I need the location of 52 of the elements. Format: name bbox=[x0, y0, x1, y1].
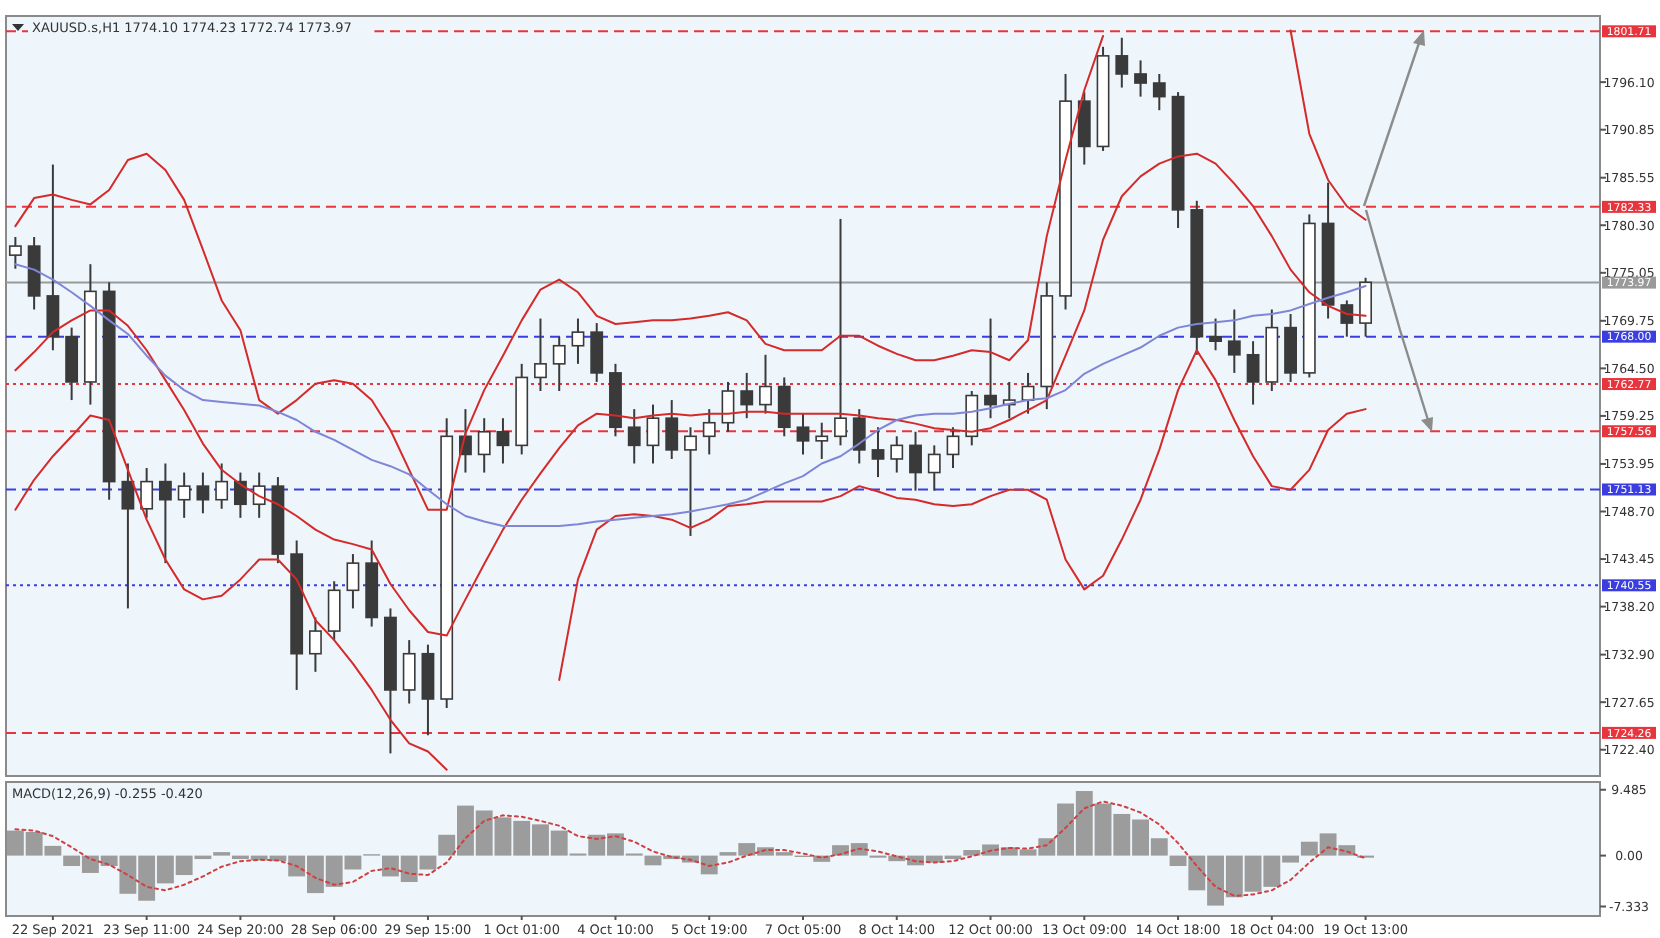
candlestick bbox=[1359, 276, 1373, 338]
candlestick bbox=[327, 580, 341, 642]
candlestick bbox=[177, 471, 191, 519]
candlestick bbox=[196, 471, 210, 515]
candlestick bbox=[984, 317, 997, 420]
candlestick bbox=[496, 417, 510, 465]
candlestick bbox=[1209, 317, 1222, 352]
candlestick bbox=[852, 408, 866, 465]
candlestick bbox=[421, 643, 435, 737]
candlestick bbox=[1284, 313, 1297, 383]
candlestick bbox=[759, 353, 772, 415]
candlestick bbox=[1134, 59, 1147, 98]
candlestick bbox=[477, 417, 491, 474]
candlestick bbox=[1152, 72, 1166, 112]
candlestick bbox=[927, 444, 941, 492]
candlestick bbox=[777, 376, 791, 438]
candlestick bbox=[665, 399, 679, 460]
candlestick bbox=[834, 217, 847, 447]
candlestick bbox=[1115, 36, 1129, 89]
candlestick bbox=[65, 326, 79, 402]
candlestick bbox=[402, 639, 416, 705]
candlestick bbox=[740, 371, 754, 420]
line-series bbox=[14, 800, 1367, 897]
candlestick bbox=[627, 408, 641, 465]
candlestick bbox=[8, 236, 22, 270]
candlestick bbox=[871, 426, 885, 479]
candlestick bbox=[590, 322, 604, 383]
candlestick bbox=[252, 471, 266, 519]
candlestick bbox=[46, 163, 60, 352]
candlestick bbox=[946, 426, 960, 470]
candlestick bbox=[309, 616, 322, 673]
candlestick bbox=[534, 317, 547, 393]
candlestick bbox=[721, 380, 735, 433]
candlestick bbox=[1077, 91, 1091, 166]
candlestick bbox=[702, 408, 716, 456]
candlestick bbox=[346, 553, 360, 610]
candlestick bbox=[233, 471, 247, 519]
candlestick bbox=[215, 462, 229, 510]
candlestick bbox=[890, 435, 904, 474]
candlestick bbox=[684, 426, 697, 537]
candlestick bbox=[965, 390, 979, 447]
candlestick bbox=[815, 421, 829, 460]
candlestick bbox=[909, 430, 922, 492]
candlestick bbox=[158, 462, 172, 565]
candlestick bbox=[552, 335, 566, 393]
candlestick bbox=[121, 462, 135, 610]
candlestick bbox=[571, 317, 585, 365]
candlestick bbox=[646, 403, 660, 465]
candlestick bbox=[140, 467, 154, 519]
candlestick bbox=[1246, 340, 1260, 406]
candlestick bbox=[796, 412, 810, 456]
candlestick bbox=[1227, 308, 1241, 374]
